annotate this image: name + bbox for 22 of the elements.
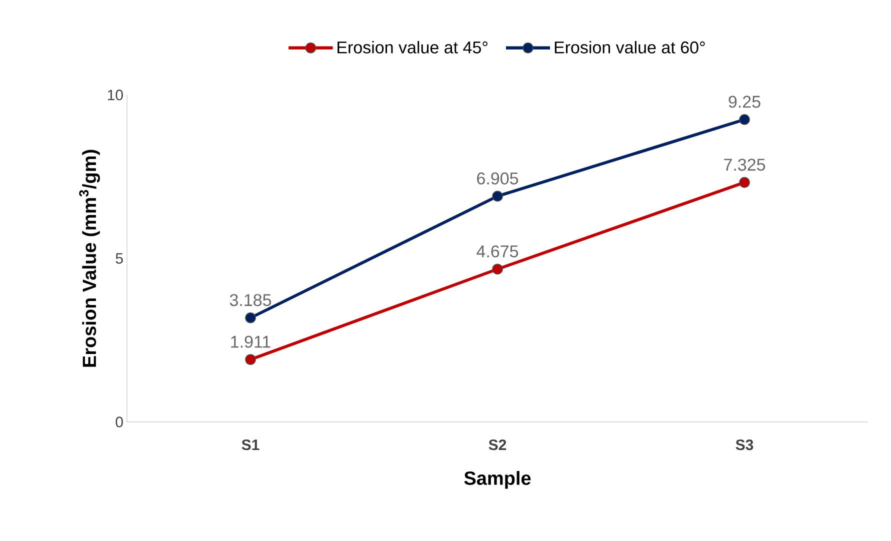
y-axis-title: Erosion Value (mm$^{3}$/gm) bbox=[79, 150, 100, 367]
y-tick-label: 0 bbox=[116, 416, 123, 428]
data-label: 9.25 bbox=[728, 96, 760, 108]
data-label: 4.675 bbox=[476, 245, 518, 258]
x-tick-label: S3 bbox=[736, 440, 754, 450]
legend-label: Erosion value at 60° bbox=[554, 40, 705, 54]
legend-label: Erosion value at 45° bbox=[338, 40, 488, 54]
y-tick-label: 10 bbox=[108, 90, 123, 100]
point bbox=[245, 354, 256, 365]
data-label: 7.325 bbox=[724, 158, 766, 171]
point bbox=[739, 114, 750, 125]
data-label: 6.905 bbox=[477, 172, 518, 184]
point bbox=[492, 264, 503, 275]
point bbox=[492, 190, 503, 202]
data-label: 1.911 bbox=[231, 336, 270, 348]
data-label: 3.185 bbox=[230, 294, 272, 306]
point bbox=[245, 312, 256, 324]
x-tick-label: S2 bbox=[488, 440, 506, 450]
x-axis-title: Sample bbox=[464, 470, 531, 489]
y-tick-label: 5 bbox=[116, 253, 123, 264]
x-tick-label: S1 bbox=[242, 440, 260, 450]
point bbox=[739, 177, 750, 188]
